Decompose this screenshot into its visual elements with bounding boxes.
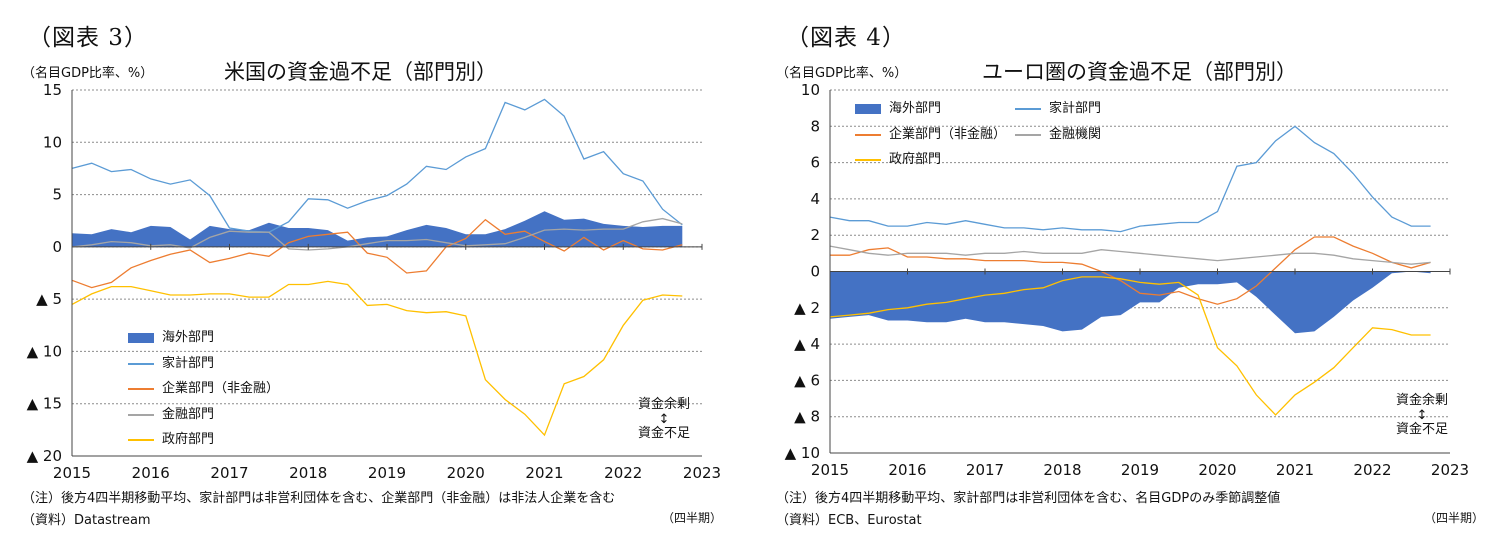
y-tick-label: 5 xyxy=(52,186,62,204)
us-chart-panel: （図表 3） （名目GDP比率、%） 米国の資金過不足（部門別） 15 10 5 0 ▲… xyxy=(0,0,745,555)
y-tick-label: ▲ 10 xyxy=(27,342,62,360)
x-tick-label: 2022 xyxy=(1353,461,1391,479)
x-tick-label: 2020 xyxy=(1198,461,1236,479)
line-series-政府部門 xyxy=(71,280,683,437)
updown-arrow-icon: ↕ xyxy=(1416,408,1428,423)
annotation-deficit: 資金不足 xyxy=(1396,422,1449,437)
x-unit-label: （四半期） xyxy=(662,511,723,525)
legend-label: 企業部門（非金融） xyxy=(889,126,1007,142)
x-tick-label: 2019 xyxy=(368,464,406,482)
line-series-金融部門 xyxy=(71,217,683,251)
line-series-家計部門 xyxy=(829,125,1431,233)
y-tick-label: 6 xyxy=(810,154,820,172)
x-tick-label: 2021 xyxy=(1276,461,1314,479)
legend-label: 企業部門（非金融） xyxy=(162,381,280,396)
annotation-surplus: 資金余剰 xyxy=(638,397,691,412)
y-tick-label: ▲ 20 xyxy=(27,447,62,465)
x-unit-label: （四半期） xyxy=(1424,511,1485,525)
legend-swatch xyxy=(128,362,154,365)
euro-chart-panel: （図表 4） （名目GDP比率、%） ユーロ圏の資金過不足（部門別） 10 8 6 4… xyxy=(752,0,1499,555)
surplus-deficit-annotation: 資金余剰 ↕ 資金不足 xyxy=(1396,393,1448,438)
chart-title: ユーロ圏の資金過不足（部門別） xyxy=(982,60,1297,84)
line-series-政府部門 xyxy=(829,276,1431,416)
y-tick-label: ▲ 8 xyxy=(794,408,820,426)
y-tick-label: 10 xyxy=(801,81,820,99)
legend-swatch xyxy=(1015,108,1041,110)
legend-label: 政府部門 xyxy=(162,432,215,447)
chart-title: 米国の資金過不足（部門別） xyxy=(224,60,497,84)
y-tick-label: 0 xyxy=(52,238,62,256)
updown-arrow-icon: ↕ xyxy=(658,412,670,427)
legend-swatch xyxy=(128,413,154,416)
y-tick-label: 15 xyxy=(43,81,62,99)
area-series-海外部門 xyxy=(72,211,683,247)
y-tick-label: ▲ 10 xyxy=(785,444,820,462)
legend-swatch xyxy=(128,439,154,441)
x-tick-label: 2016 xyxy=(132,464,170,482)
x-tick-label: 2018 xyxy=(1043,461,1081,479)
legend-swatch xyxy=(855,133,881,136)
legend-swatch xyxy=(1015,133,1041,136)
y-tick-label: 0 xyxy=(810,263,820,281)
chart-note: （注）後方4四半期移動平均、家計部門は非営利団体を含む、企業部門（非金融）は非法… xyxy=(22,491,616,506)
y-tick-label: ▲ 5 xyxy=(36,290,62,308)
x-tick-label: 2021 xyxy=(525,464,563,482)
chart-note: （注）後方4四半期移動平均、家計部門は非営利団体を含む、名目GDPのみ季節調整値 xyxy=(776,491,1281,506)
legend-swatch xyxy=(128,388,154,390)
y-tick-label: 2 xyxy=(810,226,820,244)
figure-label: （図表 3） xyxy=(28,25,148,51)
legend-label: 家計部門 xyxy=(1049,101,1102,116)
y-tick-label: ▲ 15 xyxy=(27,395,62,413)
legend-label: 家計部門 xyxy=(162,355,215,371)
legend-label: 金融機関 xyxy=(1049,126,1102,142)
x-tick-label: 2017 xyxy=(210,464,248,482)
legend-label: 政府部門 xyxy=(889,152,942,167)
y-tick-label: 8 xyxy=(810,117,820,135)
chart-source: （資料）Datastream xyxy=(22,513,151,528)
y-unit-label: （名目GDP比率、%） xyxy=(776,66,908,81)
legend-label: 海外部門 xyxy=(162,330,215,345)
annotation-deficit: 資金不足 xyxy=(638,426,691,441)
x-tick-label: 2015 xyxy=(811,461,849,479)
line-series-金融機関 xyxy=(829,245,1431,265)
legend-swatch xyxy=(855,159,881,161)
x-tick-label: 2022 xyxy=(604,464,642,482)
y-tick-label: ▲ 4 xyxy=(794,335,820,353)
line-series-企業部門（非金融） xyxy=(71,218,683,289)
x-tick-label: 2015 xyxy=(53,464,91,482)
x-tick-label: 2023 xyxy=(1431,461,1469,479)
x-tick-label: 2016 xyxy=(888,461,926,479)
legend-swatch xyxy=(128,333,154,343)
y-unit-label: （名目GDP比率、%） xyxy=(22,66,154,81)
line-series-家計部門 xyxy=(71,98,683,233)
x-tick-label: 2019 xyxy=(1121,461,1159,479)
x-tick-label: 2023 xyxy=(683,464,721,482)
x-tick-label: 2017 xyxy=(966,461,1004,479)
chart-source: （資料）ECB、Eurostat xyxy=(776,513,922,528)
y-tick-label: 10 xyxy=(43,133,62,151)
legend-label: 金融部門 xyxy=(162,406,215,422)
surplus-deficit-annotation: 資金余剰 ↕ 資金不足 xyxy=(638,397,690,442)
y-tick-label: ▲ 6 xyxy=(794,371,820,389)
x-tick-label: 2020 xyxy=(447,464,485,482)
x-tick-label: 2018 xyxy=(289,464,327,482)
y-tick-label: ▲ 2 xyxy=(794,299,820,317)
line-series-企業部門（非金融） xyxy=(830,236,1431,305)
y-tick-label: 4 xyxy=(810,190,820,208)
annotation-surplus: 資金余剰 xyxy=(1396,393,1449,408)
legend-label: 海外部門 xyxy=(889,101,942,116)
legend-swatch xyxy=(855,104,881,114)
area-series-海外部門 xyxy=(830,271,1431,334)
figure-label: （図表 4） xyxy=(786,25,906,51)
